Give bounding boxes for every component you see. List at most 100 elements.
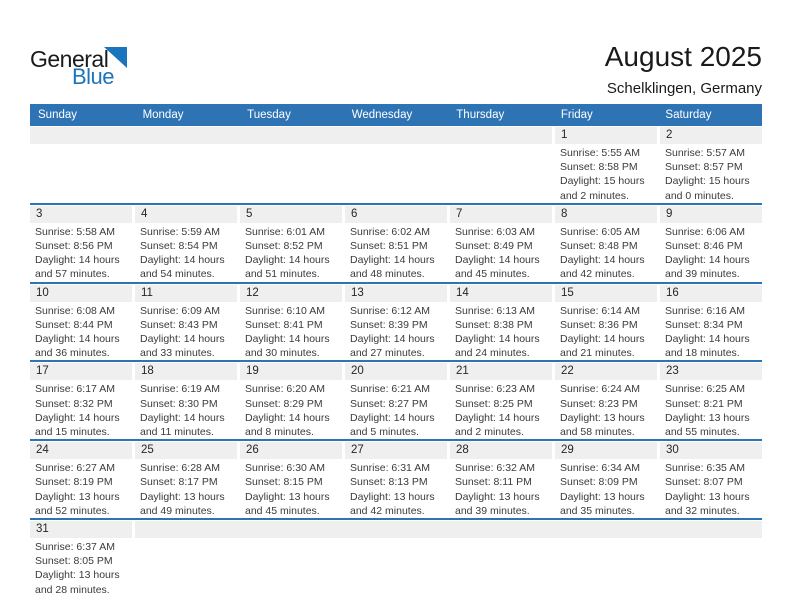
daylight-text: Daylight: 13 hours: [560, 411, 645, 424]
day-number: 19: [240, 363, 342, 381]
day-number: 20: [345, 363, 447, 381]
day-number: 7: [450, 205, 552, 223]
sunrise-text: Sunrise: 6:27 AM: [35, 462, 115, 475]
day-cell: 7 Sunrise: 6:03 AM Sunset: 8:49 PM Daylight…: [450, 205, 552, 282]
weekday-sunday: Sunday: [38, 109, 78, 121]
daylight-text: and 35 minutes.: [560, 504, 635, 517]
weekday-thursday: Thursday: [456, 109, 505, 121]
sunrise-text: Sunrise: 5:58 AM: [35, 225, 115, 238]
daylight-text: Daylight: 14 hours: [665, 333, 750, 346]
sunset-text: Sunset: 8:09 PM: [560, 476, 638, 489]
day-number: 26: [240, 442, 342, 460]
empty-date-band: [30, 127, 552, 144]
day-number: 22: [555, 363, 657, 381]
sunrise-text: Sunrise: 6:06 AM: [665, 225, 745, 238]
weekday-wednesday: Wednesday: [351, 109, 413, 121]
day-details: Sunrise: 6:16 AM Sunset: 8:34 PM Daylight:…: [660, 302, 762, 361]
daylight-text: Daylight: 14 hours: [245, 254, 330, 267]
sunset-text: Sunset: 8:38 PM: [455, 318, 533, 331]
day-details: Sunrise: 6:14 AM Sunset: 8:36 PM Daylight:…: [555, 302, 657, 361]
sunset-text: Sunset: 8:46 PM: [665, 240, 743, 253]
day-details: Sunrise: 6:35 AM Sunset: 8:07 PM Daylight:…: [660, 459, 762, 518]
daylight-text: Daylight: 13 hours: [140, 490, 225, 503]
sunset-text: Sunset: 8:41 PM: [245, 318, 323, 331]
week-row: 10 Sunrise: 6:08 AM Sunset: 8:44 PM Dayligh…: [30, 284, 762, 363]
sunset-text: Sunset: 8:36 PM: [560, 318, 638, 331]
daylight-text: and 33 minutes.: [140, 347, 215, 360]
sunrise-text: Sunrise: 6:32 AM: [455, 462, 535, 475]
day-details: Sunrise: 6:32 AM Sunset: 8:11 PM Daylight:…: [450, 459, 552, 518]
daylight-text: and 24 minutes.: [455, 347, 530, 360]
daylight-text: and 58 minutes.: [560, 426, 635, 439]
sunrise-text: Sunrise: 6:34 AM: [560, 462, 640, 475]
day-details: Sunrise: 6:25 AM Sunset: 8:21 PM Daylight:…: [660, 380, 762, 439]
day-number: 4: [135, 205, 237, 223]
day-cell: 11 Sunrise: 6:09 AM Sunset: 8:43 PM Dayligh…: [135, 284, 237, 361]
day-cell: 17 Sunrise: 6:17 AM Sunset: 8:32 PM Dayligh…: [30, 363, 132, 439]
daylight-text: Daylight: 14 hours: [455, 411, 540, 424]
weekday-friday: Friday: [560, 109, 593, 121]
daylight-text: and 0 minutes.: [665, 189, 734, 202]
daylight-text: Daylight: 14 hours: [560, 254, 645, 267]
day-details: Sunrise: 6:24 AM Sunset: 8:23 PM Daylight:…: [555, 380, 657, 439]
day-number: 12: [240, 284, 342, 302]
day-cell: 20 Sunrise: 6:21 AM Sunset: 8:27 PM Dayligh…: [345, 363, 447, 439]
day-cell: 2 Sunrise: 5:57 AM Sunset: 8:57 PM Daylight…: [660, 127, 762, 203]
sunrise-text: Sunrise: 6:24 AM: [560, 383, 640, 396]
sunrise-text: Sunrise: 6:19 AM: [140, 383, 220, 396]
sunrise-text: Sunrise: 6:14 AM: [560, 304, 640, 317]
day-details: Sunrise: 6:37 AM Sunset: 8:05 PM Daylight:…: [30, 538, 132, 597]
day-cell: 3 Sunrise: 5:58 AM Sunset: 8:56 PM Daylight…: [30, 205, 132, 282]
day-cell: 9 Sunrise: 6:06 AM Sunset: 8:46 PM Daylight…: [660, 205, 762, 282]
sunset-text: Sunset: 8:25 PM: [455, 397, 533, 410]
daylight-text: Daylight: 14 hours: [140, 333, 225, 346]
calendar: Sunday Monday Tuesday Wednesday Thursday…: [30, 104, 762, 612]
day-details: Sunrise: 6:10 AM Sunset: 8:41 PM Daylight:…: [240, 302, 342, 361]
daylight-text: and 30 minutes.: [245, 347, 320, 360]
sunset-text: Sunset: 8:23 PM: [560, 397, 638, 410]
day-number: 8: [555, 205, 657, 223]
calendar-grid: 1 Sunrise: 5:55 AM Sunset: 8:58 PM Daylight…: [30, 126, 762, 612]
daylight-text: Daylight: 14 hours: [350, 254, 435, 267]
daylight-text: Daylight: 14 hours: [455, 333, 540, 346]
daylight-text: and 28 minutes.: [35, 583, 110, 596]
day-cell: 6 Sunrise: 6:02 AM Sunset: 8:51 PM Daylight…: [345, 205, 447, 282]
sunset-text: Sunset: 8:05 PM: [35, 555, 113, 568]
sunrise-text: Sunrise: 6:31 AM: [350, 462, 430, 475]
daylight-text: and 54 minutes.: [140, 268, 215, 281]
day-details: Sunrise: 6:09 AM Sunset: 8:43 PM Daylight:…: [135, 302, 237, 361]
day-cell: 22 Sunrise: 6:24 AM Sunset: 8:23 PM Dayligh…: [555, 363, 657, 439]
day-cell: 30 Sunrise: 6:35 AM Sunset: 8:07 PM Dayligh…: [660, 442, 762, 518]
sunset-text: Sunset: 8:44 PM: [35, 318, 113, 331]
day-details: Sunrise: 6:31 AM Sunset: 8:13 PM Daylight:…: [345, 459, 447, 518]
daylight-text: and 27 minutes.: [350, 347, 425, 360]
sunset-text: Sunset: 8:49 PM: [455, 240, 533, 253]
day-number: 25: [135, 442, 237, 460]
day-number: 2: [660, 127, 762, 144]
day-details: Sunrise: 5:59 AM Sunset: 8:54 PM Daylight:…: [135, 223, 237, 282]
daylight-text: Daylight: 13 hours: [35, 490, 120, 503]
daylight-text: Daylight: 13 hours: [245, 490, 330, 503]
day-details: Sunrise: 6:17 AM Sunset: 8:32 PM Daylight:…: [30, 380, 132, 439]
day-cell: 15 Sunrise: 6:14 AM Sunset: 8:36 PM Dayligh…: [555, 284, 657, 361]
sunrise-text: Sunrise: 6:09 AM: [140, 304, 220, 317]
empty-day-cell: [135, 521, 762, 612]
day-cell: 19 Sunrise: 6:20 AM Sunset: 8:29 PM Dayligh…: [240, 363, 342, 439]
day-number: 11: [135, 284, 237, 302]
day-cell: 16 Sunrise: 6:16 AM Sunset: 8:34 PM Dayligh…: [660, 284, 762, 361]
sunrise-text: Sunrise: 6:05 AM: [560, 225, 640, 238]
day-number: 31: [30, 521, 132, 539]
sunset-text: Sunset: 8:13 PM: [350, 476, 428, 489]
page-header: General Blue August 2025 Schelklingen, G…: [0, 0, 792, 104]
sunset-text: Sunset: 8:21 PM: [665, 397, 743, 410]
day-number: 10: [30, 284, 132, 302]
sunset-text: Sunset: 8:19 PM: [35, 476, 113, 489]
day-number: 18: [135, 363, 237, 381]
title-block: August 2025 Schelklingen, Germany: [605, 40, 762, 97]
day-details: Sunrise: 6:12 AM Sunset: 8:39 PM Daylight:…: [345, 302, 447, 361]
weekday-saturday: Saturday: [665, 109, 712, 121]
weekday-monday: Monday: [142, 109, 184, 121]
day-details: Sunrise: 6:02 AM Sunset: 8:51 PM Daylight:…: [345, 223, 447, 282]
daylight-text: Daylight: 14 hours: [35, 333, 120, 346]
day-details: Sunrise: 6:01 AM Sunset: 8:52 PM Daylight:…: [240, 223, 342, 282]
